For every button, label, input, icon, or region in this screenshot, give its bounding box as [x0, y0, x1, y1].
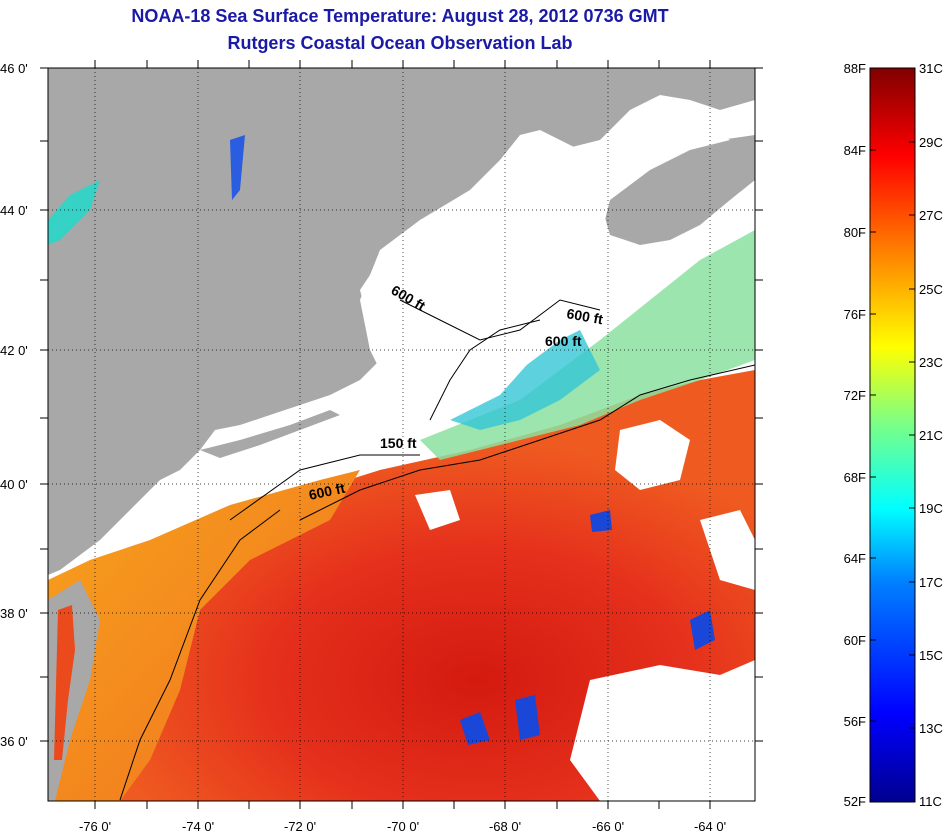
depth-label: 600 ft: [545, 333, 582, 349]
warm-ocean-region: [60, 370, 755, 801]
lat-label: 40 0': [0, 477, 28, 492]
colorbar-f-label: 88F: [844, 61, 866, 76]
lon-label: -70 0': [387, 819, 419, 834]
colorbar-f-label: 56F: [844, 714, 866, 729]
colorbar-c-label: 29C: [919, 135, 943, 150]
lon-label: -72 0': [284, 819, 316, 834]
contour-line: [229, 454, 420, 521]
colorbar-c-label: 19C: [919, 501, 943, 516]
cloud-patch: [700, 510, 755, 590]
colorbar-f-label: 76F: [844, 307, 866, 322]
gulf-of-maine: [360, 110, 730, 420]
map-title: NOAA-18 Sea Surface Temperature: August …: [131, 6, 669, 26]
shelf-water: [48, 470, 360, 801]
cyan-patches: [450, 330, 600, 430]
axis-ticks: [40, 60, 763, 809]
cloud-patch: [415, 490, 460, 530]
lake-patch: [48, 180, 100, 245]
contour-line: [429, 319, 541, 421]
colorbar-c-label: 25C: [919, 282, 943, 297]
colorbar-gradient: [869, 67, 916, 803]
map-subtitle: Rutgers Coastal Ocean Observation Lab: [227, 33, 573, 53]
cool-slope-water: [420, 230, 755, 460]
lon-label: -74 0': [182, 819, 214, 834]
map-frame: [47, 67, 756, 802]
lat-labels: 46 0' 44 0' 42 0' 40 0' 38 0' 36 0': [0, 61, 28, 749]
lon-labels: -76 0' -74 0' -72 0' -70 0' -68 0' -66 0…: [79, 819, 726, 834]
colorbar-c-label: 21C: [919, 428, 943, 443]
depth-label: 150 ft: [380, 435, 417, 451]
colorbar-f-label: 84F: [844, 143, 866, 158]
contour-line: [399, 299, 601, 341]
lat-label: 36 0': [0, 734, 28, 749]
lon-label: -68 0': [489, 819, 521, 834]
cloud-patch: [570, 660, 755, 801]
land-mass: [48, 68, 755, 575]
lat-label: 46 0': [0, 61, 28, 76]
nova-scotia: [600, 135, 755, 245]
colorbar-f-label: 64F: [844, 551, 866, 566]
colorbar-c-label: 15C: [919, 648, 943, 663]
colorbar-c-label: 17C: [919, 575, 943, 590]
contour-line: [299, 364, 755, 521]
map-layers: [48, 68, 755, 801]
colorbar-f-label: 52F: [844, 794, 866, 809]
depth-contours: [119, 299, 755, 801]
lon-label: -64 0': [694, 819, 726, 834]
cloud-patch: [615, 420, 690, 490]
chesapeake-bay: [54, 605, 75, 760]
colorbar-f-label: 80F: [844, 225, 866, 240]
lat-label: 42 0': [0, 343, 28, 358]
colorbar-c-label: 23C: [919, 355, 943, 370]
colorbar-f-label: 68F: [844, 470, 866, 485]
lat-label: 38 0': [0, 606, 28, 621]
lat-label: 44 0': [0, 203, 28, 218]
lon-label: -66 0': [592, 819, 624, 834]
long-island: [200, 410, 340, 458]
lon-label: -76 0': [79, 819, 111, 834]
lake-patch: [230, 135, 245, 200]
colorbar-c-label: 13C: [919, 721, 943, 736]
depth-label: 600 ft: [307, 480, 346, 503]
colorbar-c-label: 11C: [919, 794, 942, 809]
depth-label: 600 ft: [565, 305, 604, 327]
colorbar-f-label: 60F: [844, 633, 866, 648]
colorbar-ticks: [870, 141, 915, 729]
colorbar-c-label: 31C: [919, 61, 943, 76]
colorbar: 88F 84F 80F 76F 72F 68F 64F 60F 56F 52F …: [844, 61, 943, 809]
contour-line: [119, 509, 281, 801]
colorbar-c-label: 27C: [919, 208, 943, 223]
colorbar-f-label: 72F: [844, 388, 866, 403]
